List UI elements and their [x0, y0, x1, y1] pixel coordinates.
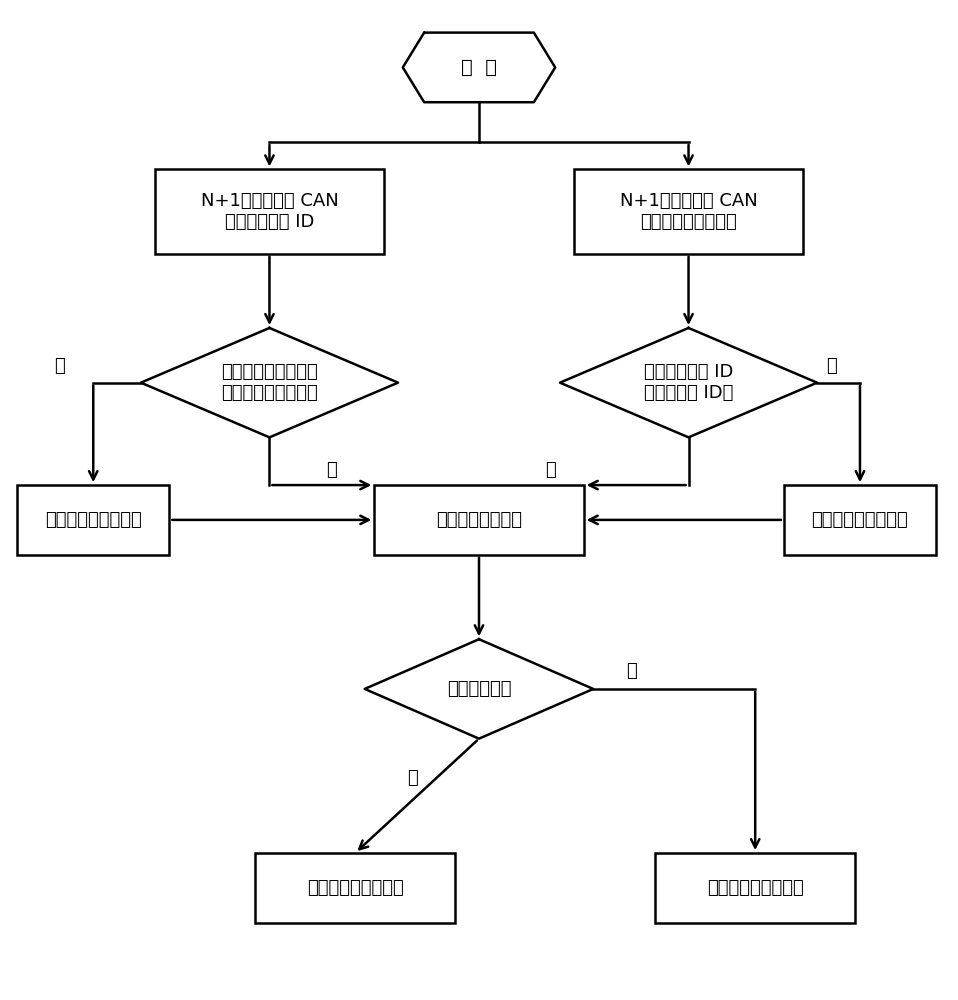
Text: 模块自身竞争为主机: 模块自身竞争为主机 — [307, 879, 403, 897]
Text: 模块接收到的电流值
大于自身输出电流值: 模块接收到的电流值 大于自身输出电流值 — [221, 363, 318, 402]
Text: 与门逻辑输出: 与门逻辑输出 — [446, 680, 512, 698]
Text: 模块接收到的 ID
值大于自身 ID值: 模块接收到的 ID 值大于自身 ID值 — [644, 363, 733, 402]
Bar — [784, 485, 936, 555]
Bar — [155, 169, 384, 254]
Text: 两端输入与门逻辑: 两端输入与门逻辑 — [436, 511, 522, 529]
Bar — [574, 169, 803, 254]
Text: 否: 否 — [55, 357, 65, 375]
Text: 模块自身竞争为从机: 模块自身竞争为从机 — [45, 511, 142, 529]
Text: N+1个电源模块 CAN
通信发布负载电流值: N+1个电源模块 CAN 通信发布负载电流值 — [620, 192, 758, 231]
Bar — [375, 485, 583, 555]
Text: 开  始: 开 始 — [461, 58, 497, 77]
Text: 是: 是 — [407, 769, 418, 787]
Bar — [255, 853, 455, 923]
Text: 是: 是 — [826, 357, 836, 375]
Bar — [17, 485, 170, 555]
Text: 模块自身竞争为从机: 模块自身竞争为从机 — [707, 879, 804, 897]
Text: 否: 否 — [626, 662, 637, 680]
Text: N+1个电源模块 CAN
通信发布自身 ID: N+1个电源模块 CAN 通信发布自身 ID — [200, 192, 338, 231]
Text: 是: 是 — [545, 461, 556, 479]
Bar — [655, 853, 855, 923]
Text: 是: 是 — [326, 461, 337, 479]
Text: 模块自身竞争为从机: 模块自身竞争为从机 — [811, 511, 908, 529]
